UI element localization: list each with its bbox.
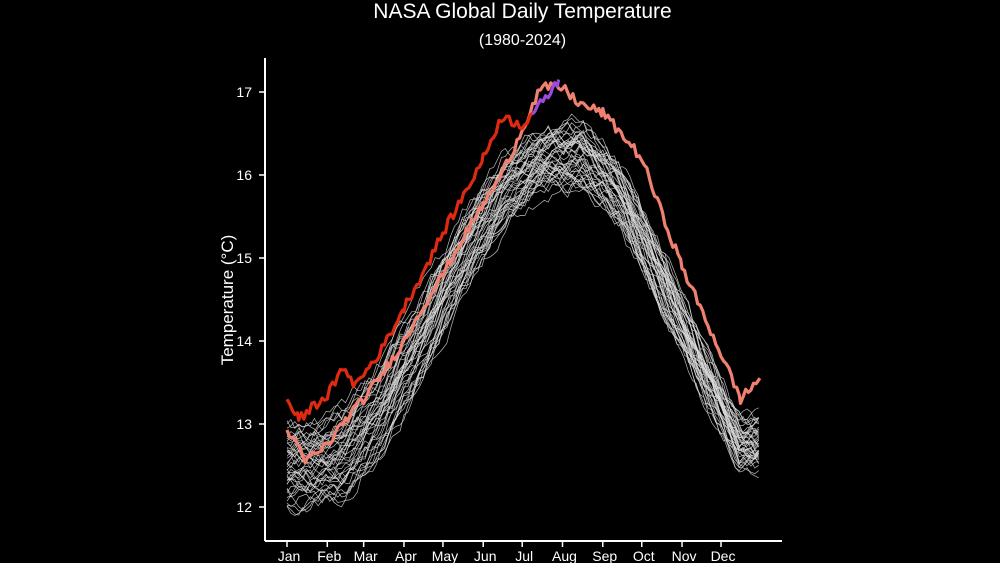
y-axis-ticks: 12 13 14 15 16 17 <box>236 84 265 515</box>
x-tick-label: Mar <box>354 548 378 563</box>
x-tick-label: Apr <box>395 548 417 563</box>
y-tick-label: 13 <box>236 416 252 432</box>
x-tick-label: Jul <box>515 548 533 563</box>
y-tick-label: 14 <box>236 333 252 349</box>
historical-year-line <box>286 113 759 443</box>
x-tick-label: Sep <box>592 548 617 563</box>
y-axis-title: Temperature (°C) <box>218 235 237 366</box>
x-tick-label: Jan <box>278 548 301 563</box>
chart-title: NASA Global Daily Temperature <box>373 0 672 23</box>
y-tick-label: 12 <box>236 499 252 515</box>
x-axis-ticks: Jan Feb Mar Apr May Jun Jul Aug Sep Oct Nov Dec <box>278 541 736 563</box>
historical-year-line <box>286 134 759 465</box>
historical-year-line <box>286 158 759 487</box>
historical-year-line <box>286 117 759 442</box>
historical-year-line <box>286 120 759 428</box>
historical-year-line <box>286 163 759 479</box>
x-tick-label: Jun <box>474 548 497 563</box>
series-line-2024 <box>285 111 534 422</box>
y-tick-label: 15 <box>236 250 252 266</box>
historical-year-line <box>286 139 759 458</box>
highlight-lines <box>285 79 762 465</box>
historical-year-line <box>286 177 759 501</box>
chart-subtitle: (1980-2024) <box>478 32 567 49</box>
x-tick-label: Nov <box>672 548 697 563</box>
historical-year-line <box>286 137 760 466</box>
x-tick-label: Oct <box>633 548 655 563</box>
historical-year-line <box>286 121 759 431</box>
historical-year-line <box>286 122 759 446</box>
historical-year-line <box>286 158 759 493</box>
historical-year-line <box>286 133 759 462</box>
y-tick-label: 17 <box>236 84 252 100</box>
historical-year-line <box>286 174 759 516</box>
x-tick-label: Dec <box>711 548 736 563</box>
x-tick-label: Aug <box>552 548 577 563</box>
historical-year-line <box>286 141 759 464</box>
historical-lines <box>286 113 760 516</box>
x-tick-label: May <box>432 548 458 563</box>
historical-year-line <box>286 132 759 447</box>
x-tick-label: Feb <box>317 548 341 563</box>
y-tick-label: 16 <box>236 167 252 183</box>
historical-year-line <box>286 130 759 445</box>
historical-year-line <box>286 164 760 492</box>
series-line-2024_recent <box>531 79 561 116</box>
